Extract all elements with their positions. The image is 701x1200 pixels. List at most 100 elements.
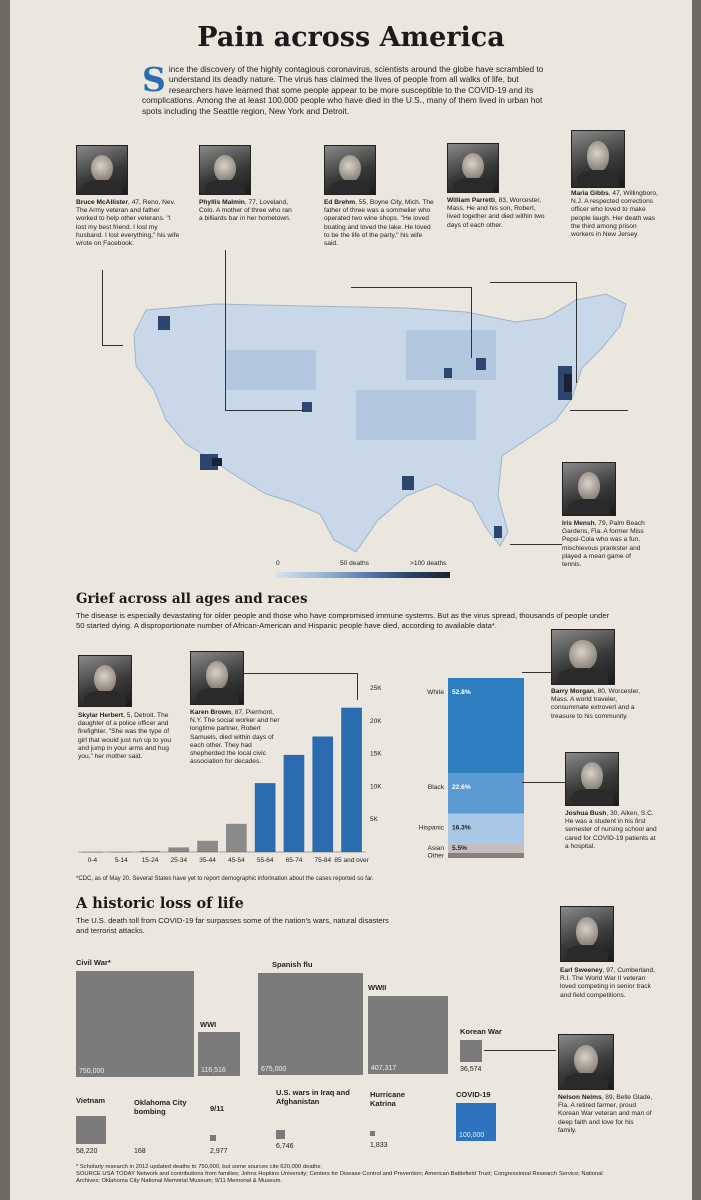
leader-line-maria (570, 410, 628, 412)
legend-label-100: >100 deaths (410, 560, 447, 567)
age-y-tick-0: 5K (370, 816, 379, 823)
legend-label-0: 0 (276, 560, 280, 567)
square-korean-war (460, 1040, 482, 1062)
profile-photo-william (447, 143, 499, 193)
race-label-0: White (427, 689, 444, 696)
square-wwii: 407,317 (368, 996, 448, 1074)
race-segment-0 (448, 678, 524, 773)
profile-photo-phyllis (199, 145, 251, 195)
age-y-tick-3: 20K (370, 718, 382, 725)
value-spanish-flu: 675,000 (261, 1066, 287, 1073)
race-label-2: Hispanic (419, 825, 445, 832)
profile-phyllis: Phyllis Malmin, 77, Loveland, Colo. A mo… (199, 199, 292, 223)
value-wwii: 407,317 (371, 1065, 397, 1072)
war-label-hurricane-katrina: Hurricane Katrina (370, 1090, 406, 1108)
leader-line-william (490, 282, 577, 383)
deaths-by-age-chart: 0-4 5-14 15-24 25-34 35-44 45-54 55-64 65-74 75-… (78, 685, 382, 864)
square-vietnam (76, 1116, 106, 1144)
age-tick-label-0: 0-4 (88, 857, 98, 864)
profile-barry: Barry Morgan, 80, Worcester, Mass. A wor… (551, 688, 640, 720)
square-covid-19: 100,000 (456, 1103, 496, 1141)
profile-photo-barry (551, 629, 615, 685)
age-tick-label-2: 15-24 (142, 857, 159, 864)
race-segment-2 (448, 813, 524, 843)
age-tick-label-8: 75-84 (314, 857, 331, 864)
legend-label-50: 50 deaths (340, 560, 369, 567)
hotspot-louisiana (402, 476, 414, 490)
hotspot-detroit (476, 358, 486, 370)
profile-bruce: Bruce McAllister, 47, Reno, Nev. The Arm… (76, 199, 180, 248)
hotspot-denver (302, 402, 312, 412)
age-bar-3 (168, 847, 190, 852)
intro-text: ince the discovery of the highly contagi… (142, 64, 544, 116)
age-bar-4 (197, 840, 218, 852)
square-spanish-flu: 675,000 (258, 973, 363, 1075)
profile-nelson: Nelson Nelms, 89, Belle Glade, Fla. A re… (558, 1094, 653, 1134)
grief-heading: Grief across all ages and races (76, 591, 308, 607)
leader-line-bruce (102, 270, 123, 346)
value-korean-war: 36,574 (460, 1066, 482, 1073)
profile-karen: Karen Brown, 87, Piermont, N.Y. The soci… (190, 709, 280, 766)
leader-line-joshua (522, 782, 565, 784)
history-footnote: * Scholarly research in 2012 updated dea… (76, 1164, 322, 1170)
age-y-tick-2: 15K (370, 751, 382, 758)
deaths-by-race-chart: White 52.8% Black 22.6% Hispanic 16.3% Asian 5.… (419, 678, 524, 860)
square-9-11 (210, 1135, 216, 1141)
hotspot-seattle (158, 316, 170, 330)
profile-photo-skylar (78, 655, 132, 707)
profile-ed: Ed Brehm, 55, Boyne City, Mich. The fath… (324, 199, 434, 248)
value-wwi: 116,516 (201, 1067, 226, 1074)
war-label-9-11: 9/11 (210, 1104, 225, 1113)
age-tick-label-6: 55-64 (257, 857, 274, 864)
profile-joshua: Joshua Bush, 30, Aiken, S.C. He was a st… (565, 810, 657, 850)
drop-cap: S (142, 60, 166, 99)
war-label-vietnam: Vietnam (76, 1096, 106, 1105)
age-tick-label-9: 85 and over (334, 857, 369, 864)
value-covid-19: 100,000 (459, 1132, 485, 1139)
page-title: Pain across America (197, 22, 505, 53)
profile-maria: Maria Gibbs, 47, Willingboro, N.J. A res… (571, 190, 658, 239)
age-tick-label-1: 5-14 (115, 857, 128, 864)
leader-line-barry (522, 672, 551, 674)
race-segment-1 (448, 773, 524, 814)
leader-line-phyllis (225, 250, 306, 411)
profile-earl: Earl Sweeney, 97, Cumberland, R.I. The W… (560, 967, 655, 999)
hotspot-northeast (564, 374, 572, 392)
age-tick-label-3: 25-34 (170, 857, 187, 864)
race-value-1: 22.6% (452, 784, 471, 791)
hotspot-chicago (444, 368, 452, 378)
value-9-11: 2,977 (210, 1148, 228, 1155)
grief-text: The disease is especially devastating fo… (76, 611, 610, 630)
profile-photo-bruce (76, 145, 128, 195)
age-y-tick-4: 25K (370, 685, 382, 692)
intro-paragraph: S ince the discovery of the highly conta… (142, 60, 560, 116)
source-line: SOURCE USA TODAY Network and contributio… (76, 1171, 603, 1184)
newspaper-page: Pain across America S ince the discovery… (10, 0, 692, 1200)
profile-photo-iris (562, 462, 616, 516)
profile-photo-maria (571, 130, 625, 188)
age-tick-label-7: 65-74 (286, 857, 303, 864)
age-bar-2 (139, 851, 161, 852)
value-iraq-afghanistan: 6,746 (276, 1143, 294, 1150)
profile-skylar: Skylar Herbert, 5, Detroit. The daughter… (78, 712, 172, 761)
square-civil-war: 750,000 (76, 971, 194, 1077)
race-segment-4 (448, 853, 524, 858)
square-hurricane-katrina (370, 1131, 375, 1136)
legend-gradient (276, 572, 450, 578)
war-label-spanish-flu: Spanish flu (272, 960, 313, 969)
war-label-civil-war: Civil War* (76, 958, 111, 967)
war-label-wwii: WWII (368, 983, 387, 992)
hotspot-west (212, 458, 222, 466)
profile-william: William Parretti, 83, Worcester, Mass. H… (447, 197, 545, 229)
war-label-iraq-afghanistan: U.S. wars in Iraq and Afghanistan (276, 1088, 350, 1106)
war-label-wwi: WWI (200, 1020, 217, 1029)
square-iraq-afghanistan (276, 1130, 285, 1139)
square-wwi: 116,516 (198, 1032, 240, 1076)
race-label-1: Black (428, 784, 445, 791)
war-label-korean-war: Korean War (460, 1027, 502, 1036)
race-label-3: Asian (428, 845, 445, 852)
profile-photo-earl (560, 906, 614, 962)
value-vietnam: 58,220 (76, 1148, 98, 1155)
race-value-2: 16.3% (452, 825, 471, 832)
profile-photo-nelson (558, 1034, 614, 1090)
